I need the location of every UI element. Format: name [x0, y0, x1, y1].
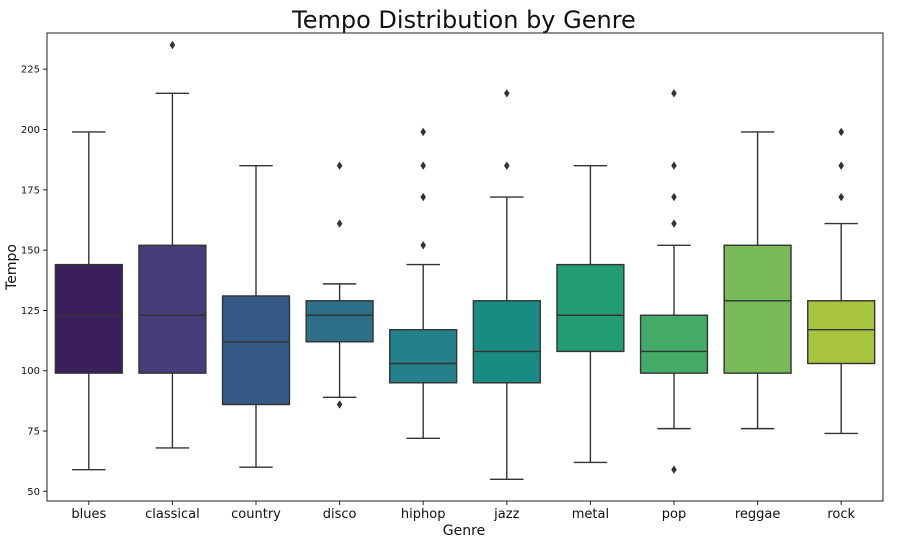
box-reggae: [723, 131, 792, 430]
y-tick-label: 150: [21, 246, 40, 257]
iqr-box: [723, 244, 792, 374]
outlier-point: [671, 161, 677, 170]
chart-title: Tempo Distribution by Genre: [291, 6, 636, 34]
iqr-box: [807, 300, 876, 365]
x-tick-label: pop: [662, 507, 686, 522]
outlier-point: [838, 192, 844, 202]
iqr-box: [221, 295, 291, 406]
outlier-point: [671, 219, 677, 228]
iqr-box: [54, 263, 123, 374]
x-tick-label: blues: [71, 507, 106, 522]
outlier-point: [671, 89, 677, 98]
iqr-box: [472, 300, 541, 384]
box-country: [221, 164, 291, 468]
iqr-box: [639, 314, 709, 374]
outlier-point: [504, 161, 510, 170]
box-metal: [556, 164, 625, 464]
outlier-point: [336, 219, 343, 228]
y-tick-label: 100: [21, 366, 40, 377]
outlier-point: [420, 192, 426, 202]
x-tick-label: reggae: [735, 507, 781, 522]
iqr-box: [556, 263, 625, 353]
y-tick-label: 200: [21, 125, 40, 136]
box-disco: [305, 161, 374, 409]
outlier-point: [838, 127, 844, 137]
y-tick-label: 125: [21, 306, 40, 317]
y-tick-label: 225: [21, 65, 40, 76]
box-classical: [138, 40, 207, 449]
outlier-point: [336, 161, 343, 170]
iqr-box: [389, 329, 458, 384]
y-tick-label: 50: [27, 487, 40, 498]
box-pop: [639, 89, 709, 474]
x-tick-label: disco: [323, 507, 357, 522]
x-axis-label: Genre: [443, 523, 485, 539]
x-tick-label: jazz: [493, 507, 519, 522]
box-jazz: [472, 89, 541, 480]
outlier-point: [420, 161, 426, 170]
outlier-point: [504, 89, 510, 98]
outlier-point: [336, 400, 343, 409]
y-tick-label: 75: [27, 427, 40, 438]
x-tick-label: hiphop: [401, 507, 446, 522]
outlier-point: [671, 192, 677, 202]
outlier-point: [671, 465, 677, 474]
iqr-box: [305, 300, 374, 343]
x-tick-label: rock: [827, 507, 855, 522]
box-blues: [54, 131, 123, 471]
x-tick-label: classical: [145, 507, 200, 522]
iqr-box: [138, 244, 207, 374]
outlier-point: [838, 161, 844, 170]
x-tick-label: metal: [572, 507, 609, 522]
x-tick-label: country: [231, 507, 281, 522]
plot-frame: [46, 32, 884, 502]
outlier-point: [420, 241, 426, 250]
outlier-point: [169, 40, 176, 50]
outlier-point: [420, 127, 426, 137]
y-tick-label: 175: [21, 185, 40, 196]
y-axis-label: Tempo: [4, 244, 20, 291]
box-rock: [807, 127, 876, 435]
box-hiphop: [389, 127, 458, 439]
plot-area: 50 75 100 125 150 175 200 225 blues classical coun…: [21, 32, 884, 522]
